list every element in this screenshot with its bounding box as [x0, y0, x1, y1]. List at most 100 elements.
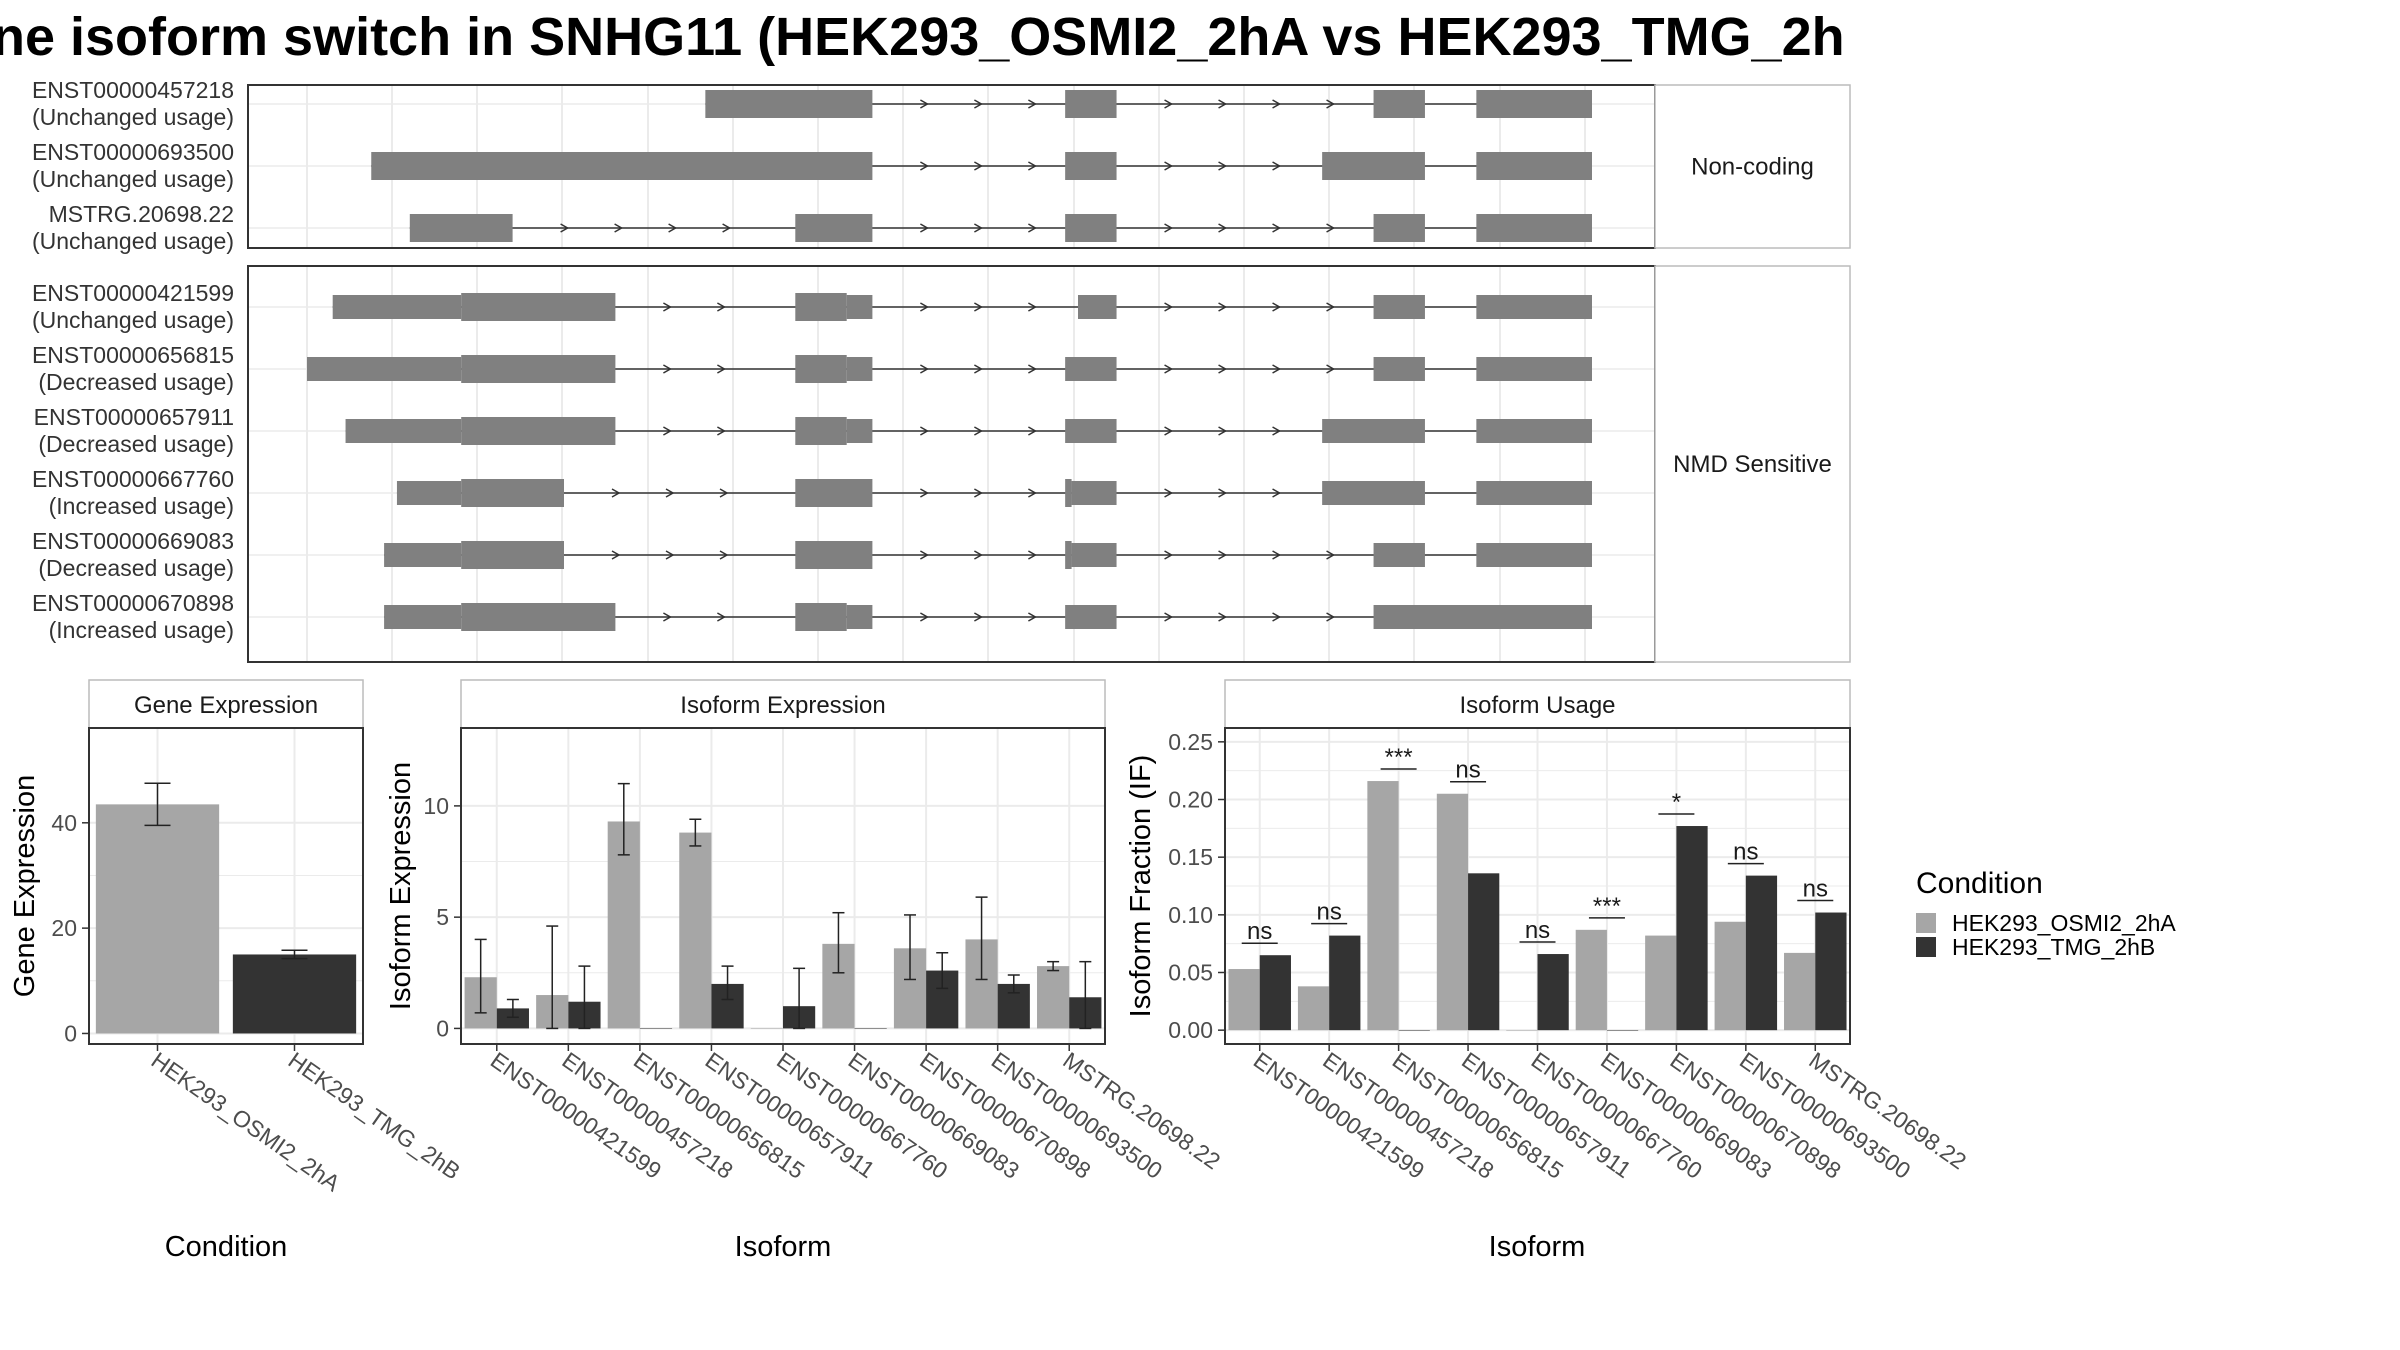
exon-block	[1373, 90, 1425, 118]
bar	[95, 804, 220, 1034]
exon-utr-block	[384, 543, 462, 567]
exon-utr-block	[1476, 295, 1592, 319]
intron-arrow	[1164, 302, 1174, 312]
exon-utr-block	[396, 481, 462, 505]
intron-arrow	[1028, 550, 1037, 560]
exon-block	[1065, 214, 1117, 242]
legend-label: HEK293_TMG_2hB	[1952, 934, 2155, 960]
intron-arrow	[974, 364, 983, 374]
exon-utr-block	[332, 295, 462, 319]
legend-swatch	[1916, 937, 1936, 957]
intron-arrow	[974, 426, 983, 436]
bar-chart-panels: Gene Expression02040HEK293_OSMI2_2hAHEK2…	[9, 679, 1971, 1263]
significance-label: ns	[1247, 918, 1272, 945]
intron-arrow	[1272, 302, 1282, 312]
significance-label: ns	[1803, 876, 1828, 903]
transcript-id: ENST00000656815	[32, 342, 234, 368]
transcript-usage-status: (Increased usage)	[49, 493, 234, 519]
exon-block	[705, 90, 873, 118]
bar	[1676, 826, 1708, 1031]
bar	[1815, 912, 1847, 1031]
exon-utr-block	[1071, 481, 1117, 505]
transcript-usage-status: (Unchanged usage)	[32, 228, 234, 254]
transcript-usage-status: (Unchanged usage)	[32, 307, 234, 333]
bar	[750, 1028, 783, 1029]
intron-arrow	[1326, 612, 1336, 622]
intron-arrow	[920, 161, 929, 171]
chart-title: Isoform Usage	[1459, 692, 1615, 719]
exon-block	[461, 293, 616, 321]
bar	[854, 1028, 887, 1029]
transcript-panels: ENST00000457218(Unchanged usage)ENST0000…	[32, 77, 1851, 663]
transcript-id: ENST00000670898	[32, 590, 234, 616]
intron-arrow	[920, 223, 929, 233]
facet-strip	[88, 679, 364, 729]
bar	[1575, 929, 1607, 1031]
transcript-panel: ENST00000457218(Unchanged usage)ENST0000…	[32, 77, 1851, 254]
intron-arrow	[1218, 161, 1228, 171]
intron-arrow	[1164, 488, 1174, 498]
transcript-id: ENST00000669083	[32, 528, 234, 554]
exon-block	[461, 417, 616, 445]
y-tick-label: 0	[436, 1015, 449, 1041]
y-tick-label: 10	[423, 793, 449, 819]
intron-arrow	[974, 488, 983, 498]
exon-utr-block	[1078, 295, 1117, 319]
y-tick-label: 0.15	[1168, 844, 1213, 870]
exon-block	[795, 214, 873, 242]
transcript-row: ENST00000693500(Unchanged usage)	[32, 139, 1592, 192]
intron-arrow	[1272, 161, 1282, 171]
exon-utr-block	[846, 357, 873, 381]
transcript-row: ENST00000657911(Decreased usage)	[34, 404, 1592, 457]
facet-label: NMD Sensitive	[1673, 451, 1832, 478]
significance-label: *	[1672, 789, 1681, 816]
intron-arrow	[1164, 426, 1174, 436]
intron-arrow	[663, 364, 672, 374]
intron-arrow	[1272, 364, 1282, 374]
exon-utr-block	[1476, 357, 1592, 381]
intron-arrow	[1326, 223, 1336, 233]
intron-arrow	[1218, 223, 1228, 233]
transcript-usage-status: (Unchanged usage)	[32, 104, 234, 130]
intron-arrow	[560, 223, 570, 233]
intron-arrow	[1218, 612, 1228, 622]
facet-strip	[1654, 265, 1851, 663]
exon-utr-block	[1373, 605, 1592, 629]
exon-utr-block	[1322, 481, 1425, 505]
intron-arrow	[974, 612, 983, 622]
exon-utr-block	[846, 295, 873, 319]
y-tick-label: 40	[51, 810, 77, 836]
intron-arrow	[1272, 550, 1282, 560]
bar	[1398, 1030, 1430, 1031]
intron-arrow	[1326, 550, 1336, 560]
intron-arrow	[1028, 223, 1037, 233]
intron-arrow	[717, 426, 726, 436]
y-axis-label: Isoform Expression	[385, 762, 417, 1010]
intron-arrow	[1028, 426, 1037, 436]
transcript-usage-status: (Decreased usage)	[38, 431, 234, 457]
exon-block	[795, 355, 847, 383]
y-axis-label: Isoform Fraction (IF)	[1125, 755, 1157, 1018]
bar	[607, 821, 640, 1029]
exon-utr-block	[1065, 605, 1117, 629]
exon-block	[1065, 90, 1117, 118]
exon-block	[795, 603, 847, 631]
bar	[1297, 986, 1330, 1031]
exon-utr-block	[846, 419, 873, 443]
intron-arrow	[722, 223, 732, 233]
intron-arrow	[974, 550, 983, 560]
exon-block	[1065, 152, 1117, 180]
exon-block	[461, 479, 564, 507]
transcript-usage-status: (Unchanged usage)	[32, 166, 234, 192]
exon-utr-block	[1071, 543, 1117, 567]
transcript-id: MSTRG.20698.22	[49, 201, 234, 227]
intron-arrow	[920, 612, 929, 622]
exon-utr-block	[1322, 419, 1425, 443]
bar	[1228, 969, 1260, 1031]
intron-arrow	[665, 488, 675, 498]
exon-utr-block	[345, 419, 462, 443]
intron-arrow	[920, 550, 929, 560]
intron-arrow	[920, 364, 929, 374]
intron-arrow	[920, 302, 929, 312]
